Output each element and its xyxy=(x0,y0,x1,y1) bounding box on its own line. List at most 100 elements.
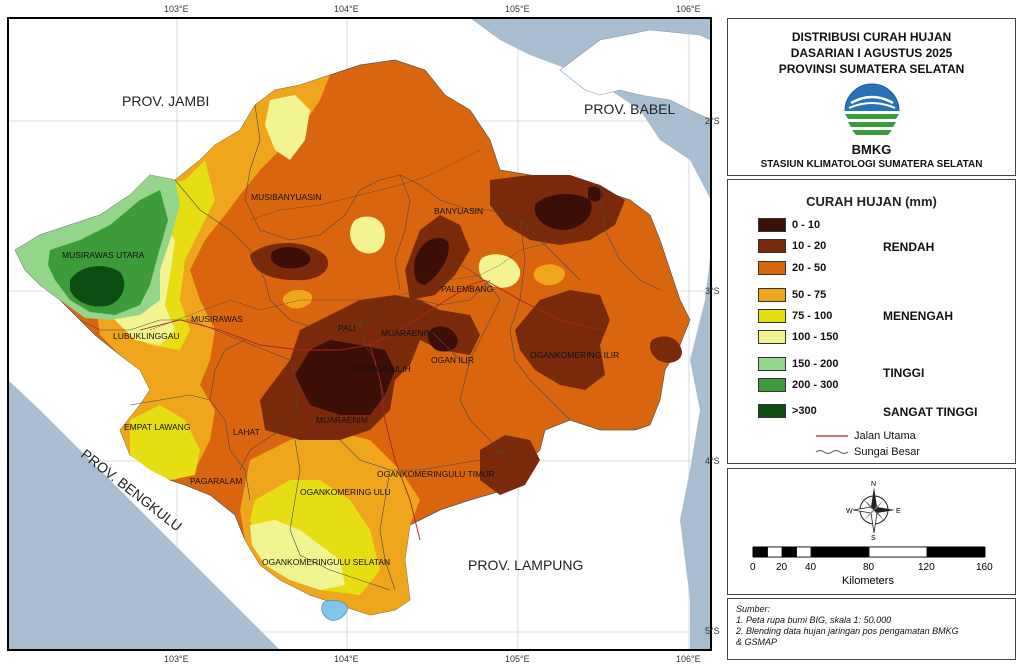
zone-0-10-musibanyuasin xyxy=(270,247,311,269)
category-tinggi: TINGGI xyxy=(883,366,925,380)
district-boundaries xyxy=(79,104,661,591)
longitude-ticks-bottom: 103°E 104°E 105°E 106°E xyxy=(164,654,701,664)
latitude-ticks: 2°S 3°S 4°S 5°S xyxy=(705,116,720,636)
legend-swatch-200-300 xyxy=(758,378,786,392)
label-ogankomeringulu-timur: OGANKOMERINGULU TIMUR xyxy=(377,469,494,479)
label-ogan-ilir: OGAN ILIR xyxy=(431,355,474,365)
lon-tick-105: 105°E xyxy=(505,4,530,14)
legend-title: CURAH HUJAN (mm) xyxy=(806,194,937,209)
zone-100-150-center xyxy=(350,216,385,254)
source-line-2: 2. Blending data hujan jaringan pos peng… xyxy=(736,626,959,636)
road-line-icon xyxy=(816,435,848,437)
compass-rose-icon: N S W E xyxy=(846,481,901,541)
bangka-island xyxy=(559,29,711,121)
label-ogankomering-ulu: OGANKOMERING ULU xyxy=(300,487,391,497)
label-muaraenim: MUARAENIM xyxy=(316,415,368,425)
legend-river: Sungai Besar xyxy=(814,446,920,458)
title-panel: DISTRIBUSI CURAH HUJAN DASARIAN I AGUSTU… xyxy=(727,18,1016,176)
zone-300-plus xyxy=(70,266,125,307)
lat-tick-4s: 4°S xyxy=(705,456,720,466)
label-prov-babel: PROV. BABEL xyxy=(584,101,676,117)
label-lahat: LAHAT xyxy=(233,427,260,437)
label-prov-lampung: PROV. LAMPUNG xyxy=(468,557,583,573)
category-menengah: MENENGAH xyxy=(883,309,954,323)
source-line-3: & GSMAP xyxy=(736,637,778,647)
legend-row-200-300: 200 - 300 xyxy=(758,377,838,393)
lat-tick-3s: 3°S xyxy=(705,286,720,296)
scale-unit: Kilometers xyxy=(842,575,894,587)
legend-swatch-0-10 xyxy=(758,218,786,232)
legend-row-50-75: 50 - 75 xyxy=(758,287,826,303)
category-sangat-tinggi: SANGAT TINGGI xyxy=(883,405,978,419)
zone-100-150-east xyxy=(478,254,521,288)
scale-panel: N S W E 0 20 40 80 120 160 Kilometers xyxy=(727,468,1016,595)
legend-swatch-50-75 xyxy=(758,288,786,302)
title-line-3: PROVINSI SUMATERA SELATAN xyxy=(778,62,965,76)
zone-75-100-west xyxy=(130,405,200,480)
lon-tick-104: 104°E xyxy=(334,4,359,14)
zone-50-75-spot xyxy=(282,289,313,309)
compass-e: E xyxy=(896,508,901,515)
legend-label-200-300: 200 - 300 xyxy=(792,379,839,391)
sea-southwest xyxy=(8,380,280,650)
longitude-ticks-top: 103°E 104°E 105°E 106°E xyxy=(164,4,701,14)
title-line-2: DASARIAN I AGUSTUS 2025 xyxy=(790,46,953,60)
label-musirawas-utara: MUSIRAWAS UTARA xyxy=(62,250,145,260)
compass-s: S xyxy=(871,535,876,541)
legend-swatch-100-150 xyxy=(758,330,786,344)
legend-swatch-150-200 xyxy=(758,357,786,371)
legend-road: Jalan Utama xyxy=(814,430,916,442)
scale-tick-80: 80 xyxy=(863,562,875,573)
label-prabumulih: PRABUMULIH xyxy=(355,364,411,374)
category-rendah: RENDAH xyxy=(883,240,935,254)
zone-10-20-oki xyxy=(515,290,610,390)
scale-bar: 0 20 40 80 120 160 Kilometers xyxy=(750,546,993,587)
compass-n: N xyxy=(871,481,876,488)
legend-swatch-75-100 xyxy=(758,309,786,323)
legend-row-150-200: 150 - 200 xyxy=(758,356,838,372)
river-line-icon xyxy=(815,450,849,454)
scale-tick-120: 120 xyxy=(918,562,935,573)
label-banyuasin: BANYUASIN xyxy=(434,206,483,216)
legend-row-20-50: 20 - 50 xyxy=(758,260,826,276)
scale-tick-20: 20 xyxy=(776,562,788,573)
scale-tick-0: 0 xyxy=(750,562,756,573)
zone-100-150-south xyxy=(250,520,345,590)
lon-tick-105-bottom: 105°E xyxy=(505,654,530,664)
legend-label-50-75: 50 - 75 xyxy=(792,289,827,301)
zone-10-20-oku-timur xyxy=(480,435,540,495)
legend-row-75-100: 75 - 100 xyxy=(758,308,832,324)
label-prov-jambi: PROV. JAMBI xyxy=(122,93,209,109)
zone-0-10-ne2 xyxy=(588,186,602,202)
label-lubuklinggau: LUBUKLINGGAU xyxy=(113,331,180,341)
roads xyxy=(139,279,601,541)
label-pali: PALI xyxy=(338,323,356,333)
legend-swatch-10-20 xyxy=(758,239,786,253)
legend-row-0-10: 0 - 10 xyxy=(758,217,820,233)
scale-tick-40: 40 xyxy=(805,562,817,573)
source-panel: Sumber: 1. Peta rupa bumi BIG, skala 1: … xyxy=(727,598,1016,660)
label-empat-lawang: EMPAT LAWANG xyxy=(124,422,190,432)
zone-0-10-center xyxy=(295,340,395,415)
label-ogankomeringulu-selatan: OGANKOMERINGULU SELATAN xyxy=(262,557,390,567)
lon-tick-106-bottom: 106°E xyxy=(676,654,701,664)
legend-label-75-100: 75 - 100 xyxy=(792,310,833,322)
rivers xyxy=(149,149,561,331)
legend-road-label: Jalan Utama xyxy=(854,430,916,442)
lon-tick-103: 103°E xyxy=(164,4,189,14)
legend-row-100-150: 100 - 150 xyxy=(758,329,838,345)
title-line-1: DISTRIBUSI CURAH HUJAN xyxy=(791,30,952,44)
legend-label-20-50: 20 - 50 xyxy=(792,262,827,274)
bmkg-logo xyxy=(844,83,900,135)
map-frame xyxy=(7,17,712,651)
label-muaraenim-north: MUARAENIM xyxy=(381,328,433,338)
scale-tick-160: 160 xyxy=(976,562,993,573)
zone-100-150-north xyxy=(265,95,310,160)
legend-label-10-20: 10 - 20 xyxy=(792,240,827,252)
lat-tick-5s: 5°S xyxy=(705,626,720,636)
zone-0-10-oganilir xyxy=(428,326,458,352)
compass-w: W xyxy=(846,508,853,515)
label-pagaralam: PAGARALAM xyxy=(190,476,242,486)
legend-panel: CURAH HUJAN (mm) 0 - 10 10 - 20 20 - 50 … xyxy=(727,179,1016,464)
